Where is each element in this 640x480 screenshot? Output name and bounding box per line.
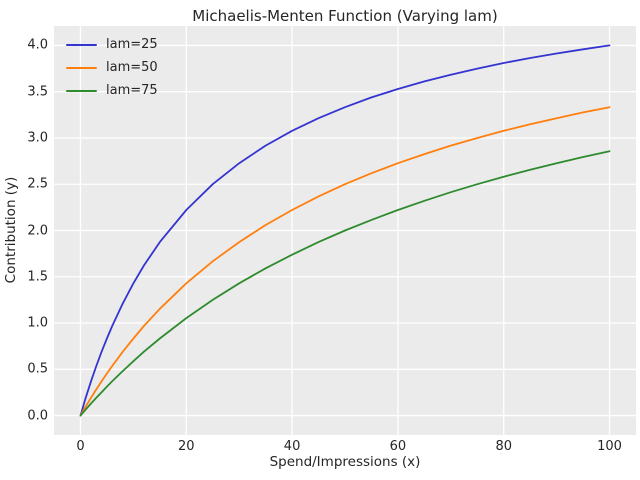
x-tick-label: 80 [495, 439, 512, 454]
y-tick-label: 1.5 [27, 269, 48, 285]
legend-item-label: lam=25 [106, 37, 158, 52]
y-tick-label: 3.0 [27, 130, 48, 146]
legend-line-swatch [66, 89, 97, 92]
legend-item: lam=25 [66, 33, 158, 56]
y-tick-label: 2.0 [27, 223, 48, 238]
y-tick-label: 1.0 [27, 315, 48, 331]
x-tick-label: 40 [283, 439, 301, 454]
legend-line-swatch [66, 66, 97, 69]
x-tick-label: 100 [597, 439, 622, 454]
legend: lam=25 lam=50 lam=75 [66, 33, 158, 102]
x-axis-label: Spend/Impressions (x) [269, 454, 421, 470]
series-line-lam-25 [79, 44, 611, 417]
series-line-lam-50 [79, 106, 611, 417]
legend-item-label: lam=75 [106, 83, 158, 98]
legend-item-label: lam=50 [106, 60, 158, 75]
legend-line-swatch [66, 43, 97, 46]
y-tick-label: 2.5 [27, 176, 48, 192]
legend-item: lam=75 [66, 79, 158, 102]
x-tick-label: 60 [389, 439, 407, 454]
x-tick-label: 0 [76, 439, 85, 454]
series-line-lam-75 [79, 150, 611, 417]
legend-item: lam=50 [66, 56, 158, 79]
chart-title: Michaelis-Menten Function (Varying lam) [192, 7, 498, 25]
y-tick-label: 3.5 [27, 84, 48, 100]
y-tick-label: 4.0 [27, 37, 48, 53]
y-tick-label: 0.5 [27, 361, 48, 377]
x-tick-label: 20 [177, 439, 195, 454]
y-tick-label: 0.0 [27, 408, 48, 424]
